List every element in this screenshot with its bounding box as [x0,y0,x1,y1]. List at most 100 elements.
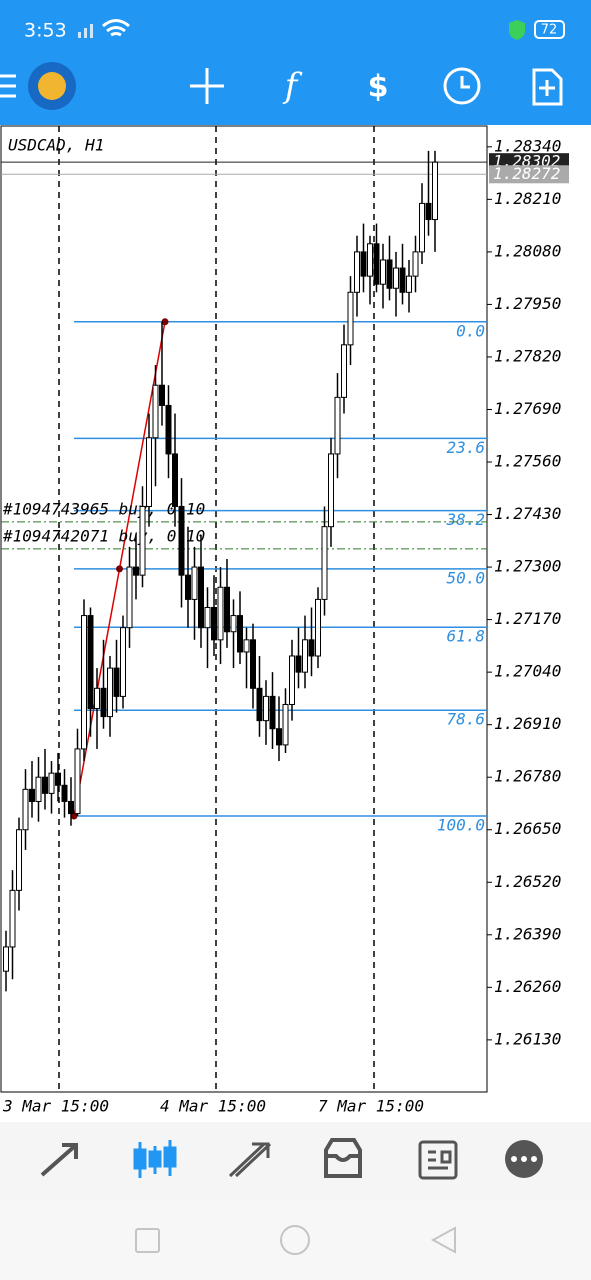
app-bar [0,0,591,125]
candle-body [94,687,100,710]
y-tick-label: 1.26260 [494,977,561,996]
y-tick-label: 1.26390 [494,924,561,943]
signal-icon [78,24,93,38]
y-tick-label: 1.27560 [494,452,561,471]
candle-body [198,566,204,629]
y-tick-label: 1.27040 [494,662,561,681]
y-tick-label: 1.26520 [494,872,561,891]
y-tick-label: 1.26650 [494,819,561,838]
status-time: 3:53 [24,20,67,42]
candle-body [276,728,282,746]
candle-body [113,667,120,697]
price-tag-label: 1.28272 [493,164,560,183]
candle-body [341,344,347,398]
candle-body [217,586,224,641]
day-separators [58,126,375,1092]
candle-body [393,267,399,289]
candle-body [55,772,61,786]
candle-body [139,505,146,576]
tab-history[interactable] [324,1138,362,1178]
candle-body [269,695,276,730]
symbol-label: USDCAD, H1 [8,136,104,155]
crosshair-button[interactable] [190,68,224,104]
candle-body [74,748,81,815]
candle-body [29,788,35,802]
tab-chat[interactable] [505,1140,543,1178]
fib-label: 100.0 [437,816,485,835]
candle-body [289,655,295,705]
candle-body [133,566,139,576]
candle-body [152,384,159,439]
candle-body [120,627,126,697]
candle-body [360,251,367,277]
trade-button[interactable]: $ [368,70,389,105]
tab-chart[interactable] [133,1140,177,1178]
candle-body [282,703,289,746]
order-label: #1094743965 buy, 0.10 [2,499,205,518]
new-order-button[interactable] [532,68,563,106]
x-label: 3 Mar 15:00 [2,1097,109,1116]
tab-news[interactable] [418,1140,458,1180]
candle-body [334,396,341,455]
tab-trade[interactable] [228,1142,272,1178]
candle-body [250,639,256,689]
candle-body [321,526,328,600]
candle-body [386,259,393,289]
fib-anchor [161,318,169,326]
y-tick-label: 1.27430 [494,504,561,523]
order-label: #1094742071 buy, 0.10 [2,526,205,545]
nav-bar [0,1200,591,1280]
candle-body [380,259,386,285]
candle-body [432,161,438,221]
candle-body [185,574,191,600]
y-tick-label: 1.26780 [494,767,561,786]
candle-body [87,615,94,710]
nav-home[interactable] [280,1225,310,1255]
nav-back[interactable] [430,1226,456,1254]
candle-body [399,267,406,293]
logo-center [38,72,66,100]
candle-body [126,566,133,629]
tab-quotes[interactable] [40,1143,78,1177]
candle-body [295,655,302,673]
x-label: 4 Mar 15:00 [160,1097,266,1116]
candle-body [328,453,334,528]
y-tick-label: 1.27690 [494,399,561,418]
y-tick-label: 1.26910 [494,714,561,733]
y-tick-label: 1.28210 [494,189,561,208]
fib-label: 0.0 [456,321,485,340]
y-tick-label: 1.27300 [494,557,561,576]
nav-recent[interactable] [135,1228,160,1253]
candle-body [172,453,178,507]
candle-body [178,505,185,576]
candle-body [9,889,16,948]
candle-body [165,404,172,455]
candle-body [315,598,321,657]
candle-body [48,772,55,794]
y-tick-label: 1.26130 [494,1029,561,1048]
fib-label: 61.8 [446,627,485,646]
candle-body [406,275,412,293]
candle-body [22,788,29,831]
wifi-icon [102,19,130,37]
candle-body [425,202,432,221]
candle-body [204,606,211,629]
candle-body [237,615,243,653]
y-tick-label: 1.28080 [494,241,561,260]
plot-frame [0,125,488,1093]
candle-body [146,437,152,507]
candle-body [367,243,373,277]
menu-button[interactable] [0,74,16,98]
candle-body [191,566,198,600]
battery-icon [534,20,565,39]
fib-label: 78.6 [446,710,485,729]
candle-body [412,251,419,277]
fib-label: 50.0 [446,568,485,587]
candle-body [68,800,74,815]
fib-label: 23.6 [446,438,485,457]
candle-body [3,946,9,972]
battery-level: 72 [541,23,558,38]
period-button[interactable] [443,67,481,105]
